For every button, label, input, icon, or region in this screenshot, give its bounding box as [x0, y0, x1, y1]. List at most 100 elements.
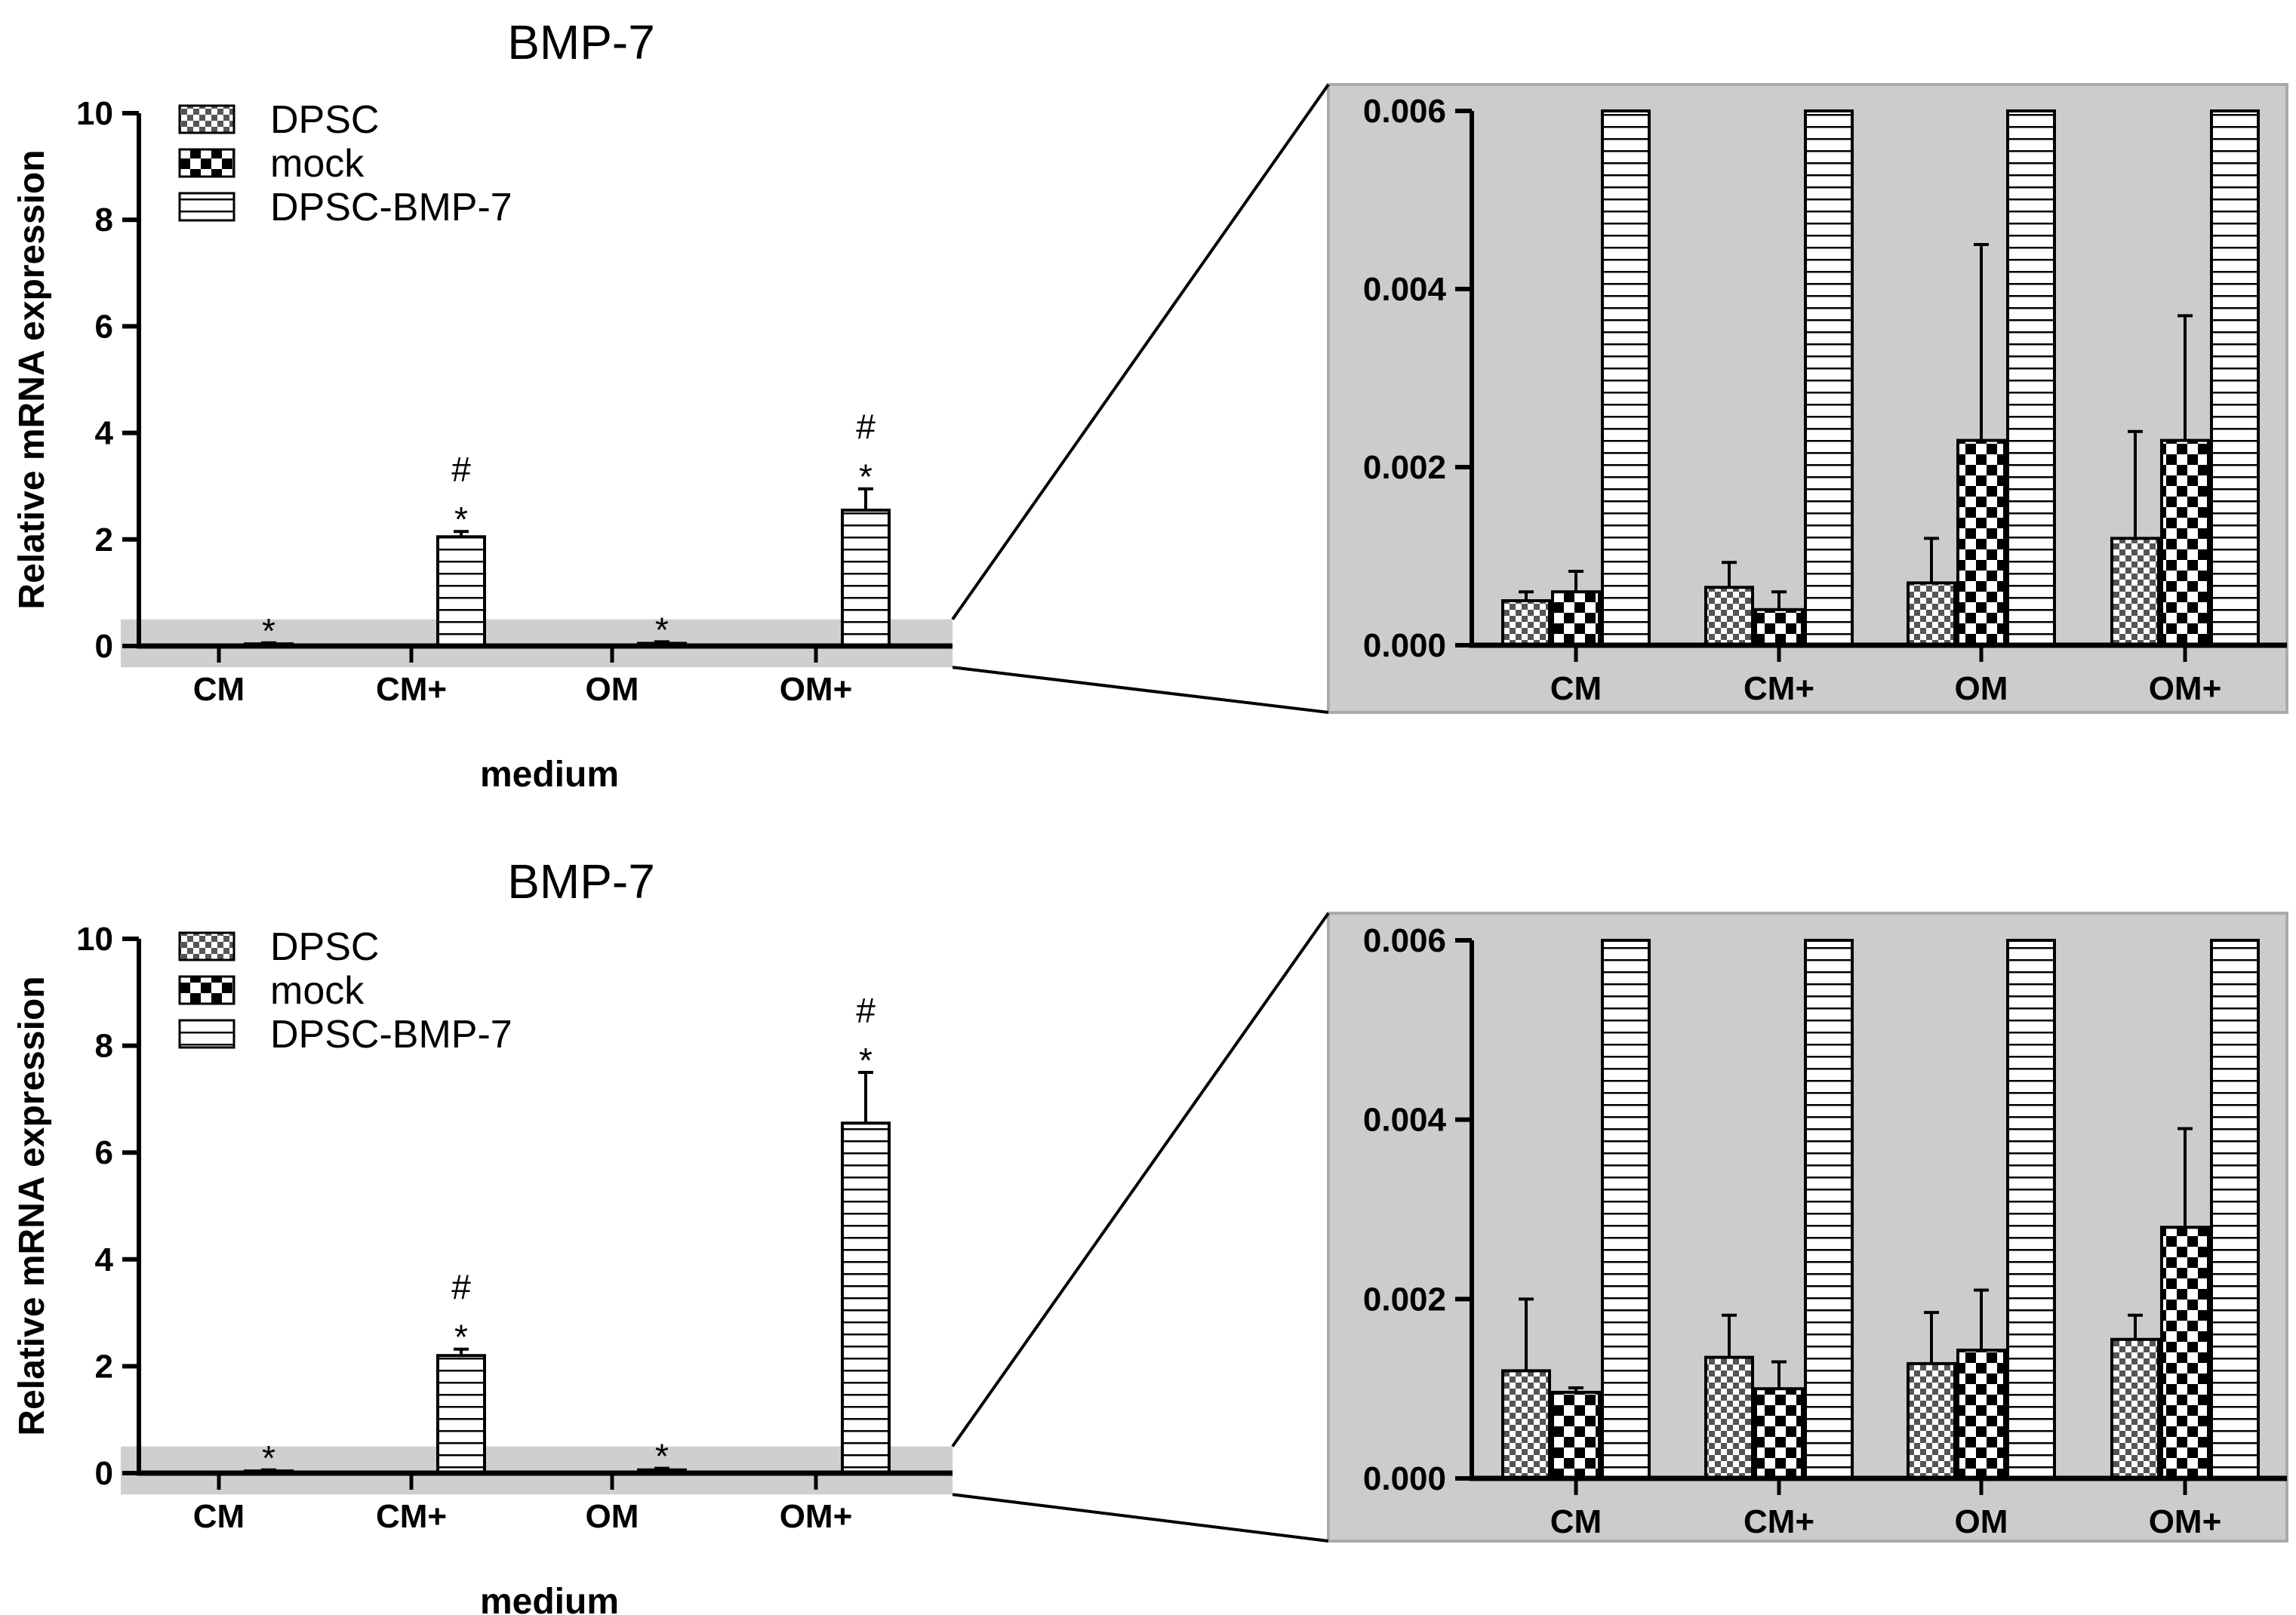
- inset3-x-tick-label: OM+: [2149, 1503, 2222, 1540]
- inset1-bar-mock-OM: [1956, 438, 2006, 647]
- inset3-bar-DPSC-CM: [1501, 1369, 1551, 1481]
- inset1-x-tick-label: OM+: [2149, 670, 2222, 707]
- inset3-bar-mock-OM+: [2160, 1226, 2210, 1481]
- main0-y-tick-label: 4: [95, 415, 114, 452]
- inset1-bar-mock-CM: [1551, 590, 1601, 648]
- main2-significance-mark: *: [655, 1437, 669, 1476]
- inset1-x-tick-label: CM: [1550, 670, 1602, 707]
- main0-y-tick-label: 0: [95, 628, 113, 665]
- inset3-bar-DPSC-BMP-7-CM: [1601, 939, 1651, 1480]
- inset1-x-tick-label: OM: [1955, 670, 2008, 707]
- main2-y-tick-label: 2: [95, 1348, 113, 1385]
- inset1-bar-DPSC-CM+: [1704, 586, 1754, 647]
- main0-significance-mark: *: [262, 611, 275, 651]
- main0-legend-swatch: [178, 148, 235, 178]
- main2-x-tick-label: OM+: [780, 1498, 853, 1535]
- main0-y-axis-label: Relative mRNA expression: [12, 149, 52, 609]
- main0-x-tick-label: OM+: [780, 671, 853, 708]
- inset3-bar-mock-OM: [1956, 1349, 2006, 1481]
- main0-bar-DPSC-BMP-7-OM+: [841, 508, 891, 648]
- inset3-bar-DPSC-OM+: [2110, 1337, 2160, 1481]
- inset1-bar-DPSC-BMP-7-CM+: [1804, 109, 1854, 647]
- inset3-x-tick-label: CM: [1550, 1503, 1602, 1540]
- main0-legend-label: DPSC-BMP-7: [270, 186, 512, 229]
- main2-bar-DPSC-BMP-7-CM+: [436, 1354, 486, 1475]
- main2-y-tick-label: 0: [95, 1455, 113, 1492]
- inset1-y-tick-label: 0.006: [1363, 93, 1446, 130]
- main0-x-tick-label: CM: [193, 671, 245, 708]
- main0-x-axis-label: medium: [480, 755, 619, 795]
- inset1-y-tick-label: 0.000: [1363, 627, 1446, 664]
- main0-bar-DPSC-BMP-7-CM+: [436, 535, 486, 648]
- main0-legend-label: DPSC: [270, 98, 379, 142]
- main2-x-tick-label: CM: [193, 1498, 245, 1535]
- inset3-bar-mock-CM+: [1754, 1387, 1804, 1480]
- main2-significance-mark: #: [856, 991, 876, 1030]
- main2-x-tick-label: OM: [586, 1498, 639, 1535]
- inset1-bar-DPSC-OM+: [2110, 537, 2160, 648]
- main2-significance-mark: #: [451, 1268, 471, 1307]
- inset1-bar-DPSC-OM: [1907, 581, 1956, 648]
- main0-significance-mark: *: [655, 610, 669, 649]
- main2-legend-swatch: [178, 1019, 235, 1049]
- main2-y-tick-label: 8: [95, 1028, 113, 1065]
- main2-x-axis-label: medium: [480, 1582, 619, 1615]
- main0-y-tick-label: 10: [76, 95, 113, 132]
- main2-title: BMP-7: [507, 854, 655, 909]
- main0-title: BMP-7: [507, 15, 655, 69]
- inset3-bar-DPSC-BMP-7-OM: [2006, 939, 2056, 1480]
- main0-x-tick-label: CM+: [376, 671, 447, 708]
- chart-layer: BMP-7 0 2 4 6 8 10 Relative mRNA expression CM CM…: [12, 15, 2288, 1615]
- main2-y-tick-label: 10: [76, 921, 113, 958]
- inset3-bar-DPSC-BMP-7-OM+: [2210, 939, 2260, 1480]
- inset3-y-tick-label: 0.006: [1363, 922, 1446, 959]
- inset3-bar-DPSC-OM: [1907, 1361, 1956, 1480]
- main0-y-tick-label: 6: [95, 308, 113, 345]
- inset1-bar-DPSC-CM: [1501, 599, 1551, 647]
- inset3-bar-mock-CM: [1551, 1390, 1601, 1481]
- main0-y-tick-label: 8: [95, 201, 113, 238]
- main0-legend-swatch: [178, 104, 235, 134]
- main0-legend-label: mock: [270, 142, 365, 186]
- inset3-bar-DPSC-BMP-7-CM+: [1804, 939, 1854, 1480]
- main0-x-tick-label: OM: [586, 671, 639, 708]
- inset1-y-tick-label: 0.004: [1363, 271, 1447, 308]
- inset3-y-tick-label: 0.004: [1363, 1102, 1447, 1139]
- main2-legend-label: DPSC-BMP-7: [270, 1013, 512, 1057]
- inset3-x-tick-label: CM+: [1744, 1503, 1814, 1540]
- inset1-x-tick-label: CM+: [1744, 670, 1814, 707]
- main0-significance-mark: #: [451, 450, 471, 489]
- inset1-bar-DPSC-BMP-7-CM: [1601, 109, 1651, 647]
- inset3-bar-DPSC-CM+: [1704, 1355, 1754, 1480]
- inset1-y-tick-label: 0.002: [1363, 449, 1446, 486]
- inset3-y-tick-label: 0.002: [1363, 1281, 1446, 1318]
- inset3-y-tick-label: 0.000: [1363, 1460, 1446, 1497]
- inset1-bar-mock-OM+: [2160, 438, 2210, 647]
- main2-significance-mark: *: [859, 1041, 873, 1080]
- main0-significance-mark: #: [856, 408, 876, 447]
- main0-legend-swatch: [178, 192, 235, 222]
- main2-x-tick-label: CM+: [376, 1498, 447, 1535]
- main2-legend-swatch: [178, 975, 235, 1005]
- main2-significance-mark: *: [454, 1318, 468, 1357]
- main2-legend-label: DPSC: [270, 925, 379, 969]
- main2-y-tick-label: 4: [95, 1241, 114, 1278]
- main2-y-axis-label: Relative mRNA expression: [12, 976, 52, 1435]
- inset1-zoom-connector-bottom: [952, 666, 1329, 714]
- main2-legend-swatch: [178, 931, 235, 961]
- inset3-zoom-connector-bottom: [952, 1493, 1329, 1543]
- main2-bar-DPSC-BMP-7-OM+: [841, 1121, 891, 1475]
- main0-y-tick-label: 2: [95, 521, 113, 558]
- main2-significance-mark: *: [262, 1438, 275, 1478]
- inset1-bar-mock-CM+: [1754, 608, 1804, 647]
- main2-legend-label: mock: [270, 969, 365, 1013]
- main2-y-tick-label: 6: [95, 1134, 113, 1171]
- inset3-x-tick-label: OM: [1955, 1503, 2008, 1540]
- inset1-zoom-connector-top: [951, 83, 1330, 620]
- inset1-bar-DPSC-BMP-7-OM+: [2210, 109, 2260, 647]
- main0-significance-mark: *: [454, 500, 468, 539]
- main0-significance-mark: *: [859, 457, 873, 497]
- inset1-bar-DPSC-BMP-7-OM: [2006, 109, 2056, 647]
- inset3-zoom-connector-top: [951, 912, 1330, 1447]
